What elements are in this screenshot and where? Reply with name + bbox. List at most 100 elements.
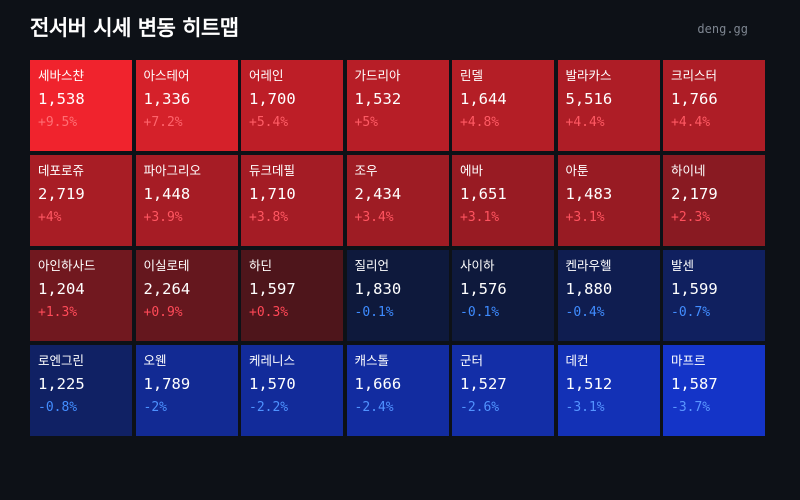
price-value: 1,532 <box>354 90 402 108</box>
heatmap-tile[interactable]: 듀크데필 1,710 +3.8% <box>241 155 343 246</box>
heatmap-tile[interactable]: 이실로테 2,264 +0.9% <box>135 250 238 341</box>
price-value: 1,597 <box>249 280 296 298</box>
heatmap-tile[interactable]: 크리스터 1,766 +4.4% <box>663 60 765 151</box>
heatmap-tile[interactable]: 로엔그린 1,225 -0.8% <box>30 345 132 436</box>
server-name: 이실로테 <box>143 258 190 273</box>
price-value: 1,700 <box>249 90 296 108</box>
heatmap-tile[interactable]: 아툰 1,483 +3.1% <box>557 155 660 246</box>
server-name: 오웬 <box>143 353 167 368</box>
change-percent: -2% <box>143 400 167 415</box>
price-value: 1,880 <box>565 280 613 298</box>
price-value: 1,651 <box>460 185 507 203</box>
heatmap-tile[interactable]: 에바 1,651 +3.1% <box>452 155 554 246</box>
change-percent: -2.4% <box>354 400 394 415</box>
price-value: 2,179 <box>671 185 718 203</box>
price-value: 5,516 <box>565 90 613 108</box>
server-name: 질리언 <box>354 258 390 273</box>
change-percent: +3.1% <box>460 210 500 225</box>
heatmap-tile[interactable]: 군터 1,527 -2.6% <box>452 345 554 436</box>
change-percent: -2.2% <box>249 400 289 415</box>
price-value: 1,766 <box>671 90 718 108</box>
server-name: 가드리아 <box>354 68 401 83</box>
server-name: 하딘 <box>249 258 273 273</box>
price-value: 1,710 <box>249 185 296 203</box>
heatmap-tile[interactable]: 가드리아 1,532 +5% <box>346 60 449 151</box>
server-name: 에바 <box>460 163 484 178</box>
price-value: 1,512 <box>565 375 613 393</box>
price-value: 1,587 <box>671 375 718 393</box>
heatmap-tile[interactable]: 세바스챤 1,538 +9.5% <box>30 60 132 151</box>
price-value: 1,599 <box>671 280 718 298</box>
heatmap-tile[interactable]: 질리언 1,830 -0.1% <box>346 250 449 341</box>
change-percent: +2.3% <box>671 210 711 225</box>
server-name: 파아그리오 <box>143 163 202 178</box>
server-name: 발센 <box>671 258 695 273</box>
price-value: 1,789 <box>143 375 191 393</box>
heatmap-tile[interactable]: 오웬 1,789 -2% <box>135 345 238 436</box>
change-percent: +3.8% <box>249 210 289 225</box>
change-percent: +0.3% <box>249 305 289 320</box>
server-name: 켄라우헬 <box>565 258 612 273</box>
page-title: 전서버 시세 변동 히트맵 <box>30 16 239 40</box>
server-name: 군터 <box>460 353 484 368</box>
change-percent: -3.1% <box>565 400 605 415</box>
server-name: 아인하사드 <box>38 258 96 273</box>
change-percent: +5% <box>354 115 378 130</box>
heatmap-tile[interactable]: 파아그리오 1,448 +3.9% <box>135 155 238 246</box>
change-percent: -0.7% <box>671 305 711 320</box>
heatmap-tile[interactable]: 사이하 1,576 -0.1% <box>452 250 554 341</box>
server-name: 사이하 <box>460 258 495 273</box>
server-name: 로엔그린 <box>38 353 85 368</box>
change-percent: -0.4% <box>565 305 605 320</box>
source-label: deng.gg <box>697 22 748 36</box>
heatmap-tile[interactable]: 마프르 1,587 -3.7% <box>663 345 765 436</box>
price-value: 1,336 <box>143 90 191 108</box>
heatmap-tile[interactable]: 발라카스 5,516 +4.4% <box>557 60 660 151</box>
change-percent: +3.9% <box>143 210 183 225</box>
heatmap-tile[interactable]: 하딘 1,597 +0.3% <box>241 250 343 341</box>
server-name: 아툰 <box>565 163 589 178</box>
change-percent: +0.9% <box>143 305 183 320</box>
server-name: 어레인 <box>249 68 284 83</box>
price-value: 1,570 <box>249 375 296 393</box>
server-name: 하이네 <box>671 163 706 178</box>
heatmap-tile[interactable]: 조우 2,434 +3.4% <box>346 155 449 246</box>
server-name: 세바스챤 <box>38 68 85 83</box>
server-name: 크리스터 <box>671 68 718 83</box>
price-value: 2,719 <box>38 185 85 203</box>
heatmap-tile[interactable]: 발센 1,599 -0.7% <box>663 250 765 341</box>
change-percent: -0.1% <box>460 305 500 320</box>
server-name: 케레니스 <box>249 353 296 368</box>
change-percent: +4.4% <box>565 115 605 130</box>
heatmap-tile[interactable]: 켄라우헬 1,880 -0.4% <box>557 250 660 341</box>
heatmap-tile[interactable]: 린델 1,644 +4.8% <box>452 60 554 151</box>
heatmap-tile[interactable]: 어레인 1,700 +5.4% <box>241 60 343 151</box>
server-name: 데포로쥬 <box>38 163 85 178</box>
price-value: 1,225 <box>38 375 85 393</box>
heatmap-tile[interactable]: 캐스톨 1,666 -2.4% <box>346 345 449 436</box>
heatmap-tile[interactable]: 케레니스 1,570 -2.2% <box>241 345 343 436</box>
heatmap-tile[interactable]: 하이네 2,179 +2.3% <box>663 155 765 246</box>
change-percent: -3.7% <box>671 400 711 415</box>
price-value: 1,483 <box>565 185 613 203</box>
heatmap-tile[interactable]: 데컨 1,512 -3.1% <box>557 345 660 436</box>
price-value: 1,538 <box>38 90 85 108</box>
server-name: 캐스톨 <box>354 353 390 368</box>
server-name: 조우 <box>354 163 378 178</box>
change-percent: +4% <box>38 210 62 225</box>
price-value: 2,264 <box>143 280 191 298</box>
heatmap-tile[interactable]: 아스테어 1,336 +7.2% <box>135 60 238 151</box>
heatmap-tile[interactable]: 데포로쥬 2,719 +4% <box>30 155 132 246</box>
change-percent: +9.5% <box>38 115 78 130</box>
heatmap-tile[interactable]: 아인하사드 1,204 +1.3% <box>30 250 132 341</box>
server-name: 듀크데필 <box>249 163 296 178</box>
change-percent: +7.2% <box>143 115 183 130</box>
price-value: 2,434 <box>354 185 402 203</box>
change-percent: +3.4% <box>354 210 394 225</box>
price-value: 1,644 <box>460 90 507 108</box>
price-value: 1,666 <box>354 375 402 393</box>
heatmap-grid: 세바스챤 1,538 +9.5% 아스테어 1,336 +7.2% 어레인 1,700 +5.4… <box>30 60 765 436</box>
server-name: 발라카스 <box>565 68 612 83</box>
change-percent: -0.1% <box>354 305 394 320</box>
server-name: 마프르 <box>671 353 706 368</box>
